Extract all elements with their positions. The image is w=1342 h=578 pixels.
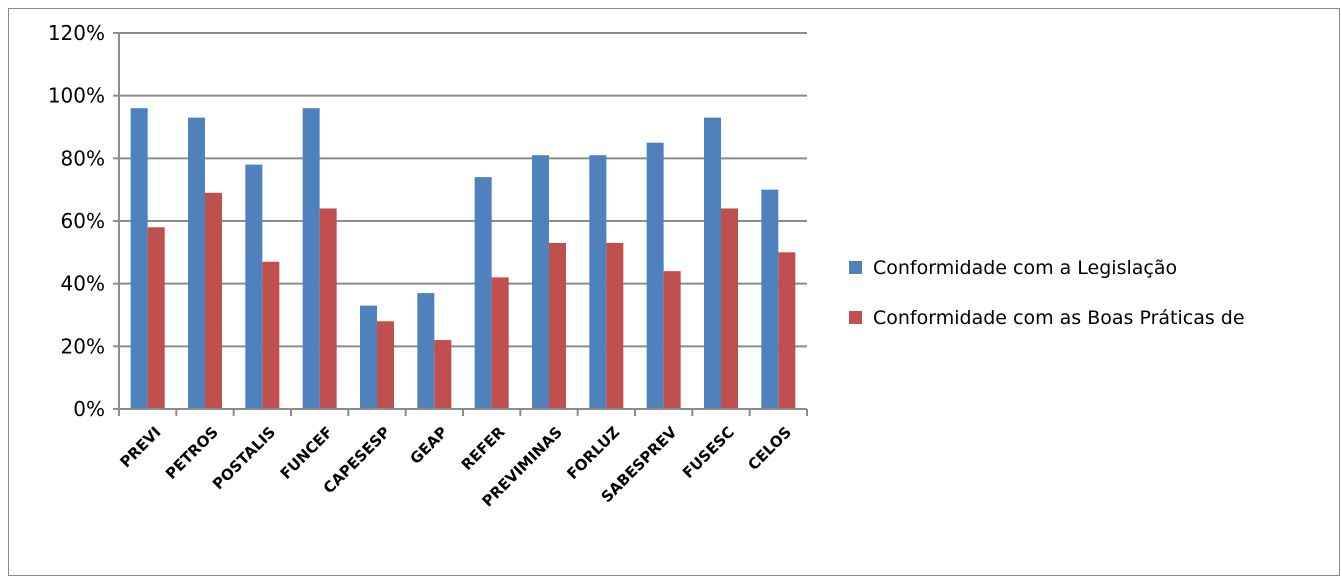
bar	[491, 277, 509, 409]
bar	[606, 242, 624, 409]
legend-swatch	[849, 261, 862, 274]
bar	[589, 155, 607, 409]
x-tick-label: PREVI	[116, 423, 164, 471]
bar	[147, 227, 165, 409]
gridlines	[119, 32, 807, 348]
x-tick-label: FUSESC	[679, 423, 738, 482]
y-tick-label: 0%	[73, 397, 105, 421]
y-tick-label: 40%	[61, 272, 105, 296]
bar	[188, 117, 205, 409]
bar	[761, 189, 779, 409]
legend-label: Conformidade com a Legislação	[873, 257, 1177, 279]
bar	[360, 305, 377, 409]
bar-chart: 0% 20% 40% 60% 80% 100% 120% PREVIPETROSPOSTAL…	[48, 21, 1245, 510]
bar	[262, 261, 280, 409]
x-tick-label: FORLUZ	[563, 423, 623, 483]
bar	[778, 252, 796, 409]
x-tick-label: PETROS	[162, 423, 222, 483]
bar	[417, 293, 435, 409]
bar	[130, 108, 148, 409]
y-tick-label: 60%	[61, 209, 105, 233]
bar	[646, 142, 664, 409]
y-tick-label: 20%	[61, 334, 105, 358]
bar	[704, 117, 721, 409]
chart-frame: 0% 20% 40% 60% 80% 100% 120% PREVI PETROS POSTAL…	[8, 8, 1340, 576]
bar	[663, 271, 681, 409]
bar	[532, 155, 549, 409]
x-tick-label: REFER	[458, 423, 509, 474]
bar	[474, 177, 492, 409]
legend-label: Conformidade com as Boas Práticas de	[873, 307, 1245, 329]
x-tick-label: FUNCEF	[277, 423, 337, 483]
bars	[130, 108, 796, 409]
y-tick-label: 100%	[48, 84, 105, 108]
bar	[319, 208, 337, 409]
x-tick-label: GEAP	[406, 423, 451, 468]
bar	[721, 208, 738, 409]
bar	[302, 108, 320, 409]
x-tick-label: CELOS	[744, 423, 795, 474]
legend-swatch	[849, 311, 862, 324]
bar	[549, 242, 566, 409]
y-tick-label: 80%	[61, 146, 105, 170]
y-tick-label: 120%	[48, 21, 105, 45]
bar	[245, 164, 263, 409]
bar	[377, 321, 394, 409]
bar	[434, 340, 452, 409]
y-axis-ticks: 0% 20% 40% 60% 80% 100% 120%	[48, 21, 119, 421]
bar	[205, 192, 222, 409]
legend: Conformidade com a Legislação Conformidad…	[849, 257, 1245, 329]
